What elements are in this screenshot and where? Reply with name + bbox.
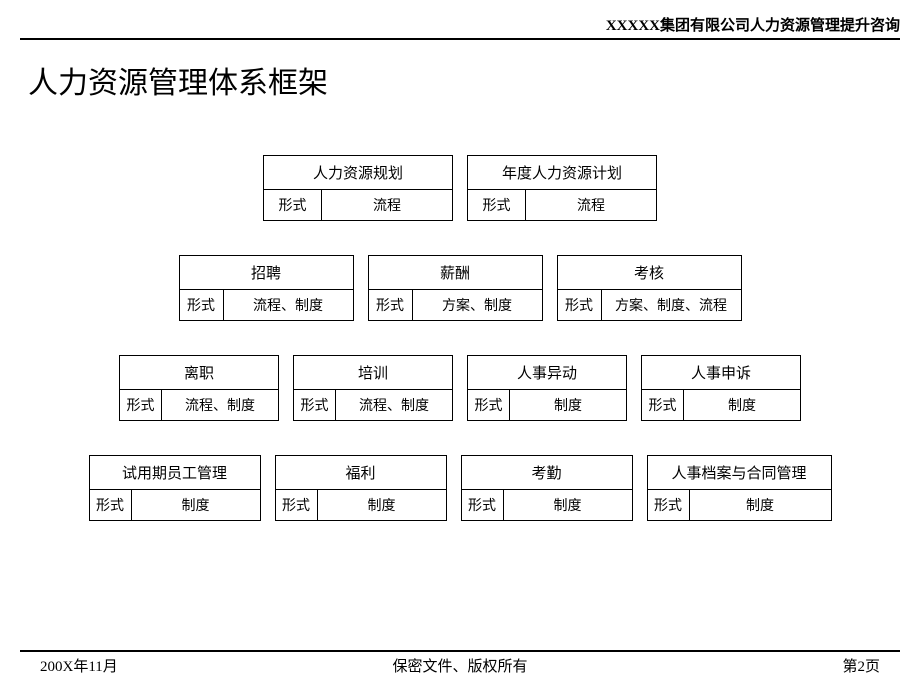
diagram-box: 考核形式方案、制度、流程 (557, 255, 742, 321)
box-title: 福利 (276, 456, 446, 490)
box-bottom: 形式制度 (468, 390, 626, 420)
box-title: 薪酬 (369, 256, 542, 290)
box-content: 方案、制度、流程 (602, 290, 741, 320)
box-content: 流程、制度 (162, 390, 278, 420)
box-form-label: 形式 (468, 190, 526, 220)
box-title: 考核 (558, 256, 741, 290)
box-form-label: 形式 (276, 490, 318, 520)
diagram-box: 人力资源规划形式流程 (263, 155, 453, 221)
box-content: 流程、制度 (336, 390, 452, 420)
diagram-row: 试用期员工管理形式制度福利形式制度考勤形式制度人事档案与合同管理形式制度 (0, 455, 920, 521)
diagram-row: 招聘形式流程、制度薪酬形式方案、制度考核形式方案、制度、流程 (0, 255, 920, 321)
box-form-label: 形式 (120, 390, 162, 420)
box-bottom: 形式制度 (642, 390, 800, 420)
page-title: 人力资源管理体系框架 (28, 58, 328, 102)
box-title: 考勤 (462, 456, 632, 490)
box-content: 流程 (526, 190, 656, 220)
box-content: 制度 (684, 390, 800, 420)
box-form-label: 形式 (264, 190, 322, 220)
box-bottom: 形式方案、制度、流程 (558, 290, 741, 320)
box-bottom: 形式流程、制度 (294, 390, 452, 420)
box-title: 人事申诉 (642, 356, 800, 390)
diagram-box: 招聘形式流程、制度 (179, 255, 354, 321)
box-content: 制度 (504, 490, 632, 520)
diagram-box: 福利形式制度 (275, 455, 447, 521)
diagram-box: 考勤形式制度 (461, 455, 633, 521)
box-content: 制度 (318, 490, 446, 520)
box-content: 方案、制度 (413, 290, 542, 320)
box-form-label: 形式 (558, 290, 602, 320)
box-form-label: 形式 (468, 390, 510, 420)
box-bottom: 形式流程、制度 (120, 390, 278, 420)
footer-page-number: 第2页 (842, 655, 880, 676)
box-form-label: 形式 (648, 490, 690, 520)
box-bottom: 形式制度 (648, 490, 831, 520)
box-title: 人事异动 (468, 356, 626, 390)
box-bottom: 形式制度 (90, 490, 260, 520)
hr-framework-diagram: 人力资源规划形式流程年度人力资源计划形式流程招聘形式流程、制度薪酬形式方案、制度… (0, 155, 920, 555)
box-bottom: 形式流程 (468, 190, 656, 220)
header-rule (20, 38, 900, 40)
box-title: 试用期员工管理 (90, 456, 260, 490)
box-title: 离职 (120, 356, 278, 390)
box-bottom: 形式方案、制度 (369, 290, 542, 320)
box-form-label: 形式 (294, 390, 336, 420)
box-title: 人力资源规划 (264, 156, 452, 190)
box-content: 制度 (132, 490, 260, 520)
box-bottom: 形式制度 (276, 490, 446, 520)
box-bottom: 形式制度 (462, 490, 632, 520)
box-form-label: 形式 (180, 290, 224, 320)
header-company: XXXXX集团有限公司人力资源管理提升咨询 (606, 14, 900, 35)
box-bottom: 形式流程 (264, 190, 452, 220)
box-content: 制度 (510, 390, 626, 420)
box-form-label: 形式 (462, 490, 504, 520)
diagram-box: 离职形式流程、制度 (119, 355, 279, 421)
diagram-box: 人事档案与合同管理形式制度 (647, 455, 832, 521)
box-content: 流程、制度 (224, 290, 353, 320)
diagram-row: 人力资源规划形式流程年度人力资源计划形式流程 (0, 155, 920, 221)
box-title: 人事档案与合同管理 (648, 456, 831, 490)
diagram-box: 年度人力资源计划形式流程 (467, 155, 657, 221)
diagram-box: 薪酬形式方案、制度 (368, 255, 543, 321)
diagram-row: 离职形式流程、制度培训形式流程、制度人事异动形式制度人事申诉形式制度 (0, 355, 920, 421)
box-content: 流程 (322, 190, 452, 220)
box-form-label: 形式 (369, 290, 413, 320)
box-title: 年度人力资源计划 (468, 156, 656, 190)
diagram-box: 培训形式流程、制度 (293, 355, 453, 421)
box-title: 培训 (294, 356, 452, 390)
box-form-label: 形式 (90, 490, 132, 520)
box-title: 招聘 (180, 256, 353, 290)
footer-confidential: 保密文件、版权所有 (0, 655, 920, 676)
footer-rule (20, 650, 900, 652)
diagram-box: 试用期员工管理形式制度 (89, 455, 261, 521)
diagram-box: 人事申诉形式制度 (641, 355, 801, 421)
diagram-box: 人事异动形式制度 (467, 355, 627, 421)
box-form-label: 形式 (642, 390, 684, 420)
box-content: 制度 (690, 490, 831, 520)
box-bottom: 形式流程、制度 (180, 290, 353, 320)
